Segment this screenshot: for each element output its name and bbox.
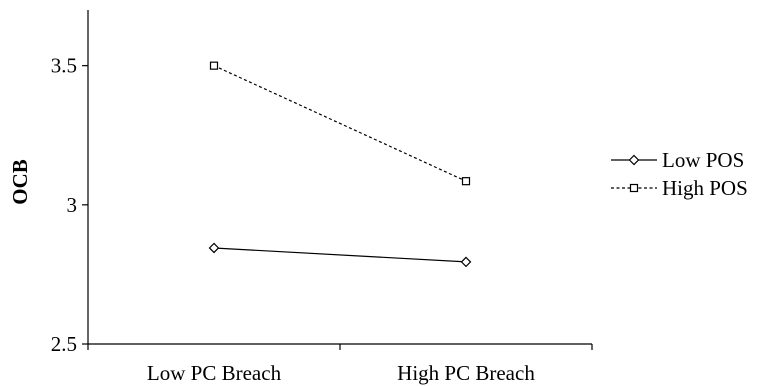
y-ticks: 2.5 3 3.5 bbox=[51, 54, 88, 356]
y-tick-label: 3.5 bbox=[51, 54, 77, 78]
legend-item-low-pos: Low POS bbox=[611, 148, 744, 172]
data-point-low-pos bbox=[208, 242, 220, 254]
series-low-pos bbox=[208, 242, 472, 268]
legend-marker-low-pos bbox=[628, 154, 640, 166]
data-point-low-pos bbox=[460, 256, 472, 268]
series-line-low-pos bbox=[213, 247, 467, 263]
data-point-high-pos bbox=[461, 177, 471, 186]
legend-label-low-pos: Low POS bbox=[662, 148, 744, 172]
y-tick-label: 2.5 bbox=[51, 332, 77, 356]
y-tick-label: 3 bbox=[67, 193, 78, 217]
series-high-pos bbox=[209, 61, 471, 186]
x-tick-label: Low PC Breach bbox=[147, 361, 282, 385]
series-group bbox=[208, 61, 472, 268]
x-ticks: Low PC Breach High PC Breach bbox=[87, 344, 593, 385]
y-axis-label: OCB bbox=[8, 159, 32, 205]
legend: Low POS High POS bbox=[611, 148, 748, 200]
legend-marker-high-pos bbox=[629, 183, 639, 193]
series-line-high-pos bbox=[213, 65, 467, 182]
legend-label-high-pos: High POS bbox=[662, 176, 748, 200]
data-point-high-pos bbox=[209, 61, 219, 70]
legend-item-high-pos: High POS bbox=[611, 176, 748, 200]
x-tick-label: High PC Breach bbox=[397, 361, 535, 385]
